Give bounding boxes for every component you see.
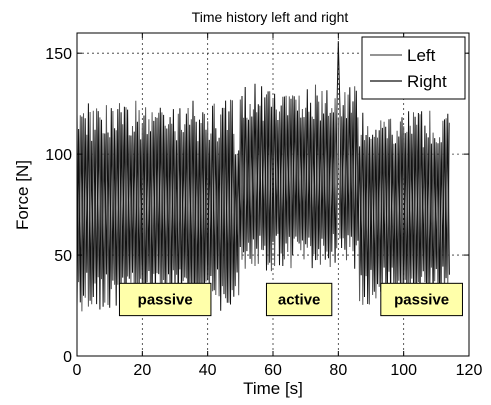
chart-title: Time history left and right	[192, 9, 349, 25]
phase-label-1: active	[278, 291, 321, 308]
x-tick-label-0: 0	[73, 362, 82, 379]
y-axis-label: Force [N]	[13, 160, 32, 230]
legend-box	[361, 36, 466, 100]
phase-label-2: passive	[394, 291, 449, 308]
x-tick-label-2: 40	[199, 362, 217, 379]
y-tick-label-2: 100	[45, 147, 72, 164]
legend-label-left: Left	[407, 46, 436, 65]
x-tick-label-1: 20	[133, 362, 151, 379]
legend: Left Right	[361, 36, 466, 100]
x-tick-label-4: 80	[329, 362, 347, 379]
phase-annotations: passive active passive	[118, 282, 463, 317]
phase-label-0: passive	[138, 291, 193, 308]
phase-box-1	[265, 282, 333, 317]
phase-box-2	[380, 282, 463, 317]
x-tick-label-5: 100	[390, 362, 417, 379]
y-tick-label-3: 150	[45, 46, 72, 63]
x-tick-label-6: 120	[456, 362, 483, 379]
y-tick-label-0: 0	[63, 349, 72, 366]
axis-ticks: 0 20 40 60 80 100 120 0 50 100 150	[45, 33, 482, 379]
x-tick-label-3: 60	[264, 362, 282, 379]
series-line-left	[76, 84, 450, 312]
phase-box-0	[118, 282, 212, 317]
y-tick-label-1: 50	[54, 248, 72, 265]
x-axis-label: Time [s]	[243, 379, 303, 398]
legend-label-right: Right	[407, 72, 447, 91]
